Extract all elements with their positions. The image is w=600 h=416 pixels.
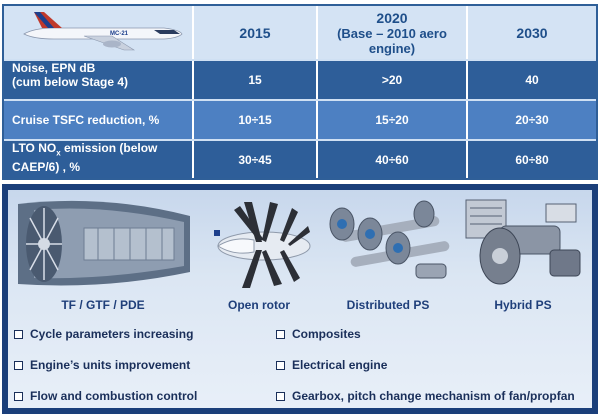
bullet-box-icon — [14, 360, 23, 370]
table-row-noise: Noise, EPN dB (cum below Stage 4) 15 >20… — [4, 61, 596, 99]
bullet-text: Flow and combustion control — [30, 389, 198, 403]
header-2020-note: (Base – 2010 aero engine) — [337, 25, 447, 56]
bullet-right-1: Composites — [276, 327, 361, 341]
header-2015: 2015 — [194, 6, 318, 59]
tsfc-label: Cruise TSFC reduction, % — [4, 101, 194, 139]
turbofan-engine-image — [18, 200, 190, 286]
bullet-text: Cycle parameters increasing — [30, 327, 194, 341]
row-label: Noise, EPN dB (cum below Stage 4) — [4, 61, 194, 99]
hybrid-ps-image — [465, 199, 581, 285]
open-rotor-engine-image — [214, 202, 311, 288]
header-2020: 2020 (Base – 2010 aero engine) — [318, 6, 468, 59]
nox-2020: 40÷60 — [318, 141, 468, 178]
nox-2015: 30÷45 — [194, 141, 318, 178]
noise-2030: 40 — [525, 73, 539, 87]
bullet-text: Electrical engine — [292, 358, 388, 372]
bullet-right-3: Gearbox, pitch change mechanism of fan/p… — [276, 389, 575, 403]
row-label: LTO NOx emission (below CAEP/6) , % — [4, 141, 194, 178]
tsfc-2015: 10÷15 — [194, 101, 318, 139]
plane-label: MC-21 — [110, 31, 129, 37]
nox-label-pre: LTO NO — [12, 141, 57, 155]
bullet-text: Engine’s units improvement — [30, 358, 191, 372]
nox-label-sub: x — [56, 148, 61, 158]
engines-panel: TF / GTF / PDE Open rotor Distributed PS… — [2, 184, 598, 414]
header-2030: 2030 — [468, 6, 596, 59]
noise-label-line2: (cum below Stage 4) — [12, 75, 129, 89]
bullet-left-1: Cycle parameters increasing — [14, 327, 193, 341]
plane-cell: MC-21 — [4, 6, 194, 59]
bullet-right-2: Electrical engine — [276, 358, 387, 372]
engine-caption-open-rotor: Open rotor — [228, 298, 290, 312]
targets-table: MC-21 2015 2020 (Base – 2010 aero engine… — [2, 4, 598, 180]
engines-panel-inner: TF / GTF / PDE Open rotor Distributed PS… — [8, 190, 592, 408]
bullet-box-icon — [14, 329, 23, 339]
bullet-left-2: Engine’s units improvement — [14, 358, 190, 372]
nox-label-line1: LTO NOx emission (below — [12, 141, 157, 160]
noise-2020: >20 — [318, 61, 468, 99]
noise-2015: 15 — [194, 61, 318, 99]
bullet-box-icon — [276, 329, 285, 339]
table-header-row: MC-21 2015 2020 (Base – 2010 aero engine… — [4, 6, 596, 59]
bullet-box-icon — [14, 391, 23, 401]
noise-label-line1: Noise, EPN dB — [12, 61, 96, 75]
bullet-text: Composites — [292, 327, 361, 341]
tsfc-2020: 15÷20 — [318, 101, 468, 139]
bullet-left-3: Flow and combustion control — [14, 389, 197, 403]
nox-2030: 60÷80 — [515, 152, 549, 167]
distributed-ps-image — [329, 200, 450, 279]
nox-label-post: emission (below — [60, 141, 158, 155]
bullet-box-icon — [276, 360, 285, 370]
tsfc-2030: 20÷30 — [515, 113, 549, 127]
header-2020-text: 2020 — [376, 9, 408, 26]
table-row-tsfc: Cruise TSFC reduction, % 10÷15 15÷20 20÷… — [4, 101, 596, 139]
engine-caption-distributed: Distributed PS — [346, 298, 430, 312]
engine-caption-tf: TF / GTF / PDE — [61, 298, 145, 312]
nox-label-line2: CAEP/6) , % — [12, 160, 81, 175]
table-row-nox: LTO NOx emission (below CAEP/6) , % 30÷4… — [4, 141, 596, 178]
bullet-text: Gearbox, pitch change mechanism of fan/p… — [292, 389, 575, 403]
airplane-image: MC-21 — [23, 12, 183, 51]
header-2015-text: 2015 — [239, 24, 271, 41]
bullet-box-icon — [276, 391, 285, 401]
header-2030-text: 2030 — [516, 24, 548, 41]
engine-caption-hybrid: Hybrid PS — [494, 298, 552, 312]
